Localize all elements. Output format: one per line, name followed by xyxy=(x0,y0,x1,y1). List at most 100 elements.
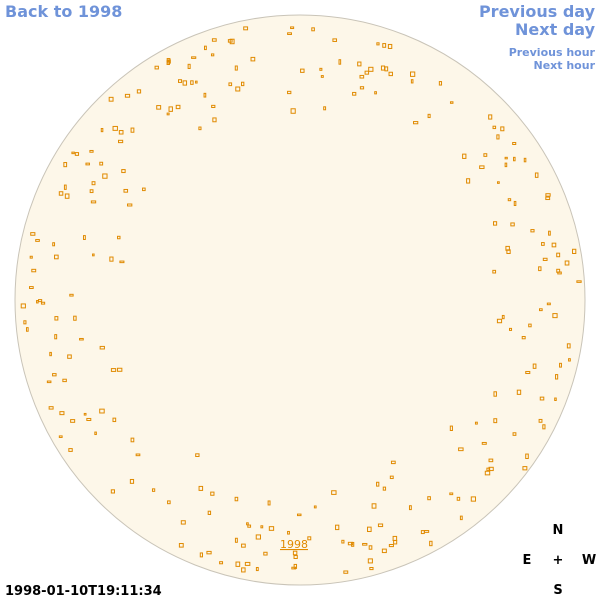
speck xyxy=(255,566,259,572)
speck xyxy=(332,38,338,42)
speck xyxy=(367,558,373,564)
speck xyxy=(54,334,58,340)
speck xyxy=(229,38,235,45)
speck xyxy=(505,245,510,251)
speck xyxy=(427,113,431,119)
speck xyxy=(525,453,529,460)
speck xyxy=(548,230,551,236)
speck xyxy=(359,86,365,90)
speck xyxy=(438,81,443,86)
speck xyxy=(246,522,249,526)
speck xyxy=(377,523,384,528)
speck xyxy=(387,43,393,49)
speck xyxy=(30,232,36,236)
back-link[interactable]: Back to 1998 xyxy=(5,2,122,21)
speck xyxy=(206,550,212,555)
speck xyxy=(384,66,389,72)
speck xyxy=(493,418,498,424)
speck xyxy=(364,70,370,75)
speck xyxy=(470,496,477,502)
year-link[interactable]: 1998 xyxy=(280,538,308,551)
speck xyxy=(52,373,57,377)
speck xyxy=(357,61,362,67)
speck xyxy=(427,496,431,501)
next-hour-link[interactable]: Next hour xyxy=(534,59,596,72)
speck xyxy=(166,112,170,116)
speck xyxy=(555,374,559,380)
speck xyxy=(290,26,295,30)
speck xyxy=(388,71,393,77)
speck xyxy=(335,524,340,531)
speck xyxy=(371,503,377,509)
speck xyxy=(525,370,531,375)
speck xyxy=(313,505,317,509)
speck xyxy=(151,488,156,492)
speck xyxy=(207,510,212,515)
speck xyxy=(135,453,141,457)
speck xyxy=(576,280,582,283)
speck xyxy=(552,313,558,319)
speck xyxy=(504,162,508,168)
speck xyxy=(474,421,478,425)
speck xyxy=(129,478,135,484)
speck xyxy=(539,396,545,401)
speck xyxy=(211,104,216,109)
speck xyxy=(374,91,377,95)
speck xyxy=(195,453,200,457)
speck xyxy=(542,257,548,261)
speck xyxy=(572,248,577,254)
speck xyxy=(516,389,522,395)
speck xyxy=(212,117,217,123)
speck xyxy=(20,303,26,309)
speck xyxy=(287,530,290,535)
speck xyxy=(459,515,463,521)
speck xyxy=(522,466,528,471)
speck xyxy=(449,101,454,104)
speck xyxy=(456,496,461,501)
speck xyxy=(118,139,124,144)
speck xyxy=(458,447,464,452)
speck xyxy=(287,90,292,95)
speck xyxy=(58,435,63,438)
speck xyxy=(68,448,73,452)
speck xyxy=(556,252,561,258)
speck xyxy=(493,221,498,226)
previous-hour-link[interactable]: Previous hour xyxy=(509,46,596,59)
speck xyxy=(331,490,337,495)
speck xyxy=(82,235,86,240)
speck xyxy=(423,530,430,533)
next-day-link[interactable]: Next day xyxy=(515,20,596,39)
speck xyxy=(234,496,239,502)
speck xyxy=(449,425,453,432)
speck xyxy=(116,367,123,372)
speck xyxy=(130,127,135,133)
speck xyxy=(496,318,503,324)
speck xyxy=(154,65,159,70)
speck xyxy=(368,545,373,550)
speck xyxy=(564,260,570,266)
speck xyxy=(142,187,146,192)
previous-day-link[interactable]: Previous day xyxy=(479,2,596,21)
speck xyxy=(566,343,571,349)
speck xyxy=(510,222,515,227)
speck xyxy=(124,93,131,98)
speck xyxy=(508,327,513,331)
speck xyxy=(268,526,275,531)
speck xyxy=(187,63,191,69)
speck xyxy=(488,114,493,120)
speck xyxy=(62,378,67,383)
speck xyxy=(63,162,68,168)
speck xyxy=(307,536,312,541)
speck xyxy=(211,38,217,42)
speck xyxy=(267,500,271,506)
speck xyxy=(538,418,543,423)
speck xyxy=(70,419,76,423)
speck xyxy=(83,412,87,416)
speck xyxy=(127,203,133,207)
speck xyxy=(449,492,454,496)
speck xyxy=(99,408,105,414)
speck xyxy=(67,354,72,359)
speck xyxy=(521,336,526,340)
speck xyxy=(241,81,245,87)
speck xyxy=(539,308,543,312)
